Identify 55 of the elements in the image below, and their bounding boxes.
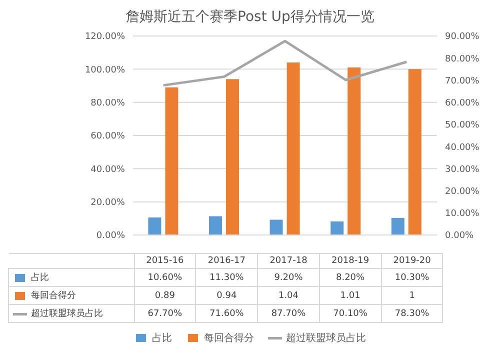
data-label: 1 <box>381 286 443 304</box>
bar <box>209 216 222 235</box>
text: 占比 <box>31 273 49 283</box>
x-tick-label: 2016-17 <box>196 254 258 268</box>
line-series <box>162 40 408 87</box>
data-label: 0.89 <box>134 286 196 304</box>
x-tick-label: 2019-20 <box>381 254 443 268</box>
bar <box>226 79 239 235</box>
data-label: 67.70% <box>134 304 196 322</box>
x-tick-label: 2018-19 <box>319 254 382 268</box>
y2-tick-label: 80.00% <box>445 54 480 64</box>
x-tick-label: 2017-18 <box>258 254 320 268</box>
bar <box>408 69 422 235</box>
data-label: 11.30% <box>196 268 258 286</box>
bar <box>391 218 404 235</box>
y-tick-label: 40.00% <box>90 164 126 175</box>
data-label: 87.70% <box>258 304 320 322</box>
data-label: 8.20% <box>319 268 382 286</box>
y2-tick-label: 50.00% <box>445 120 480 131</box>
y2-tick-label: 70.00% <box>445 76 480 86</box>
y2-tick-label: 20.00% <box>445 186 480 197</box>
y-tick-label: 0.00% <box>96 231 126 242</box>
legend-label: 占比 <box>151 332 172 345</box>
legend-label: 每回合得分 <box>203 332 254 345</box>
data-label: 1.01 <box>319 286 382 304</box>
y2-tick-label: 30.00% <box>445 164 480 175</box>
y-tick-label: 100.00% <box>84 65 126 76</box>
y2-tick-label: 10.00% <box>445 209 480 220</box>
y-tick-label: 120.00% <box>84 32 126 42</box>
data-label: 71.60% <box>196 304 258 322</box>
y-tick-label: 60.00% <box>90 132 126 142</box>
y-tick-label: 20.00% <box>90 198 126 208</box>
data-label: 10.60% <box>134 268 196 286</box>
bar <box>148 217 162 235</box>
y2-tick-label: 0.00% <box>445 231 474 242</box>
text: 超过联盟球员占比 <box>286 333 366 344</box>
bar <box>286 62 300 235</box>
x-tick-label: 2015-16 <box>134 254 196 268</box>
y2-tick-label: 40.00% <box>445 142 480 153</box>
y2-tick-label: 90.00% <box>445 32 480 42</box>
y-tick-label: 80.00% <box>90 98 126 109</box>
bar <box>330 221 344 235</box>
data-label: 9.20% <box>258 268 320 286</box>
chart-title: 詹姆斯近五个赛季Post Up得分情况一览 <box>124 8 376 26</box>
text: 每回合得分 <box>31 291 76 301</box>
bar <box>348 68 361 235</box>
data-label: 70.10% <box>319 304 382 322</box>
bar <box>270 220 283 235</box>
data-label: 10.30% <box>381 268 443 286</box>
data-label: 78.30% <box>381 304 443 322</box>
data-label: 0.94 <box>196 286 258 304</box>
bar <box>165 87 178 235</box>
y2-tick-label: 60.00% <box>445 98 480 109</box>
data-label: 1.04 <box>258 286 320 304</box>
legend-label: 超过联盟球员占比 <box>8 304 134 322</box>
